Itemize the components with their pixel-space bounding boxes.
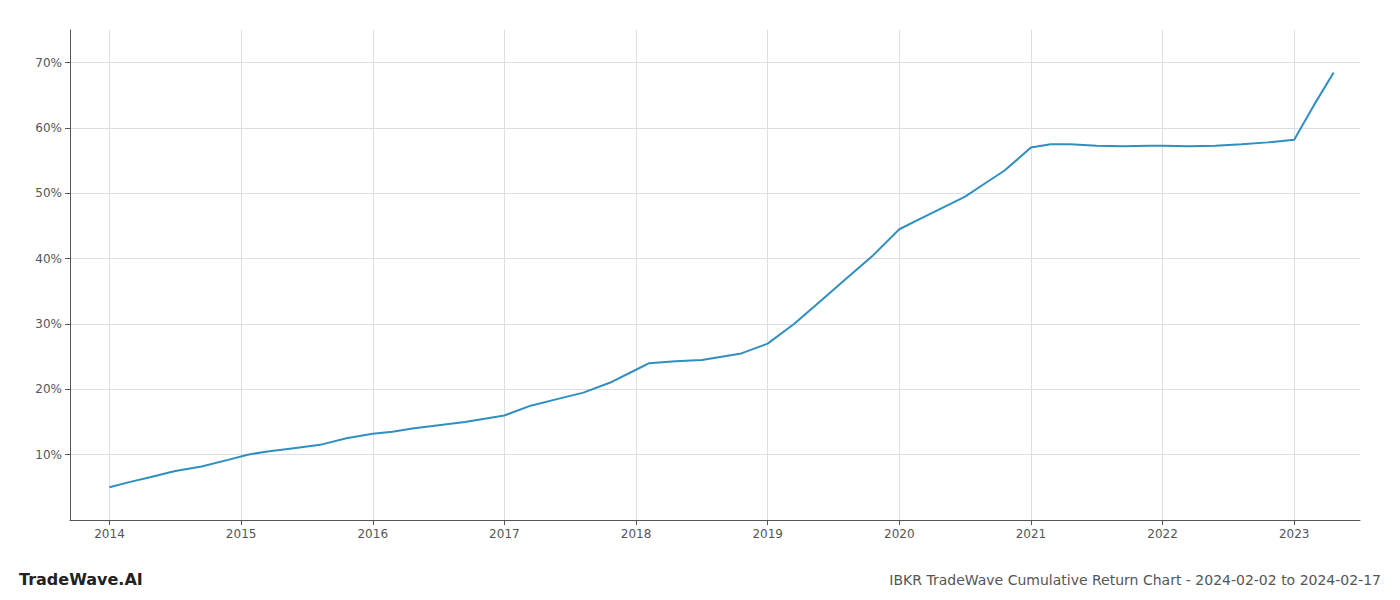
svg-text:2014: 2014 [94,527,125,541]
svg-text:2023: 2023 [1279,527,1310,541]
svg-text:30%: 30% [35,317,62,331]
svg-text:50%: 50% [35,186,62,200]
svg-text:2019: 2019 [752,527,783,541]
svg-text:70%: 70% [35,56,62,70]
svg-text:20%: 20% [35,382,62,396]
svg-text:40%: 40% [35,252,62,266]
svg-text:2018: 2018 [621,527,652,541]
svg-text:2020: 2020 [884,527,915,541]
svg-text:IBKR TradeWave Cumulative Retu: IBKR TradeWave Cumulative Return Chart -… [889,572,1381,588]
svg-text:2016: 2016 [357,527,388,541]
svg-text:2021: 2021 [1016,527,1047,541]
svg-text:2017: 2017 [489,527,520,541]
svg-text:TradeWave.AI: TradeWave.AI [19,570,143,589]
svg-text:10%: 10% [35,448,62,462]
svg-text:2022: 2022 [1147,527,1178,541]
svg-text:60%: 60% [35,121,62,135]
svg-text:2015: 2015 [226,527,257,541]
